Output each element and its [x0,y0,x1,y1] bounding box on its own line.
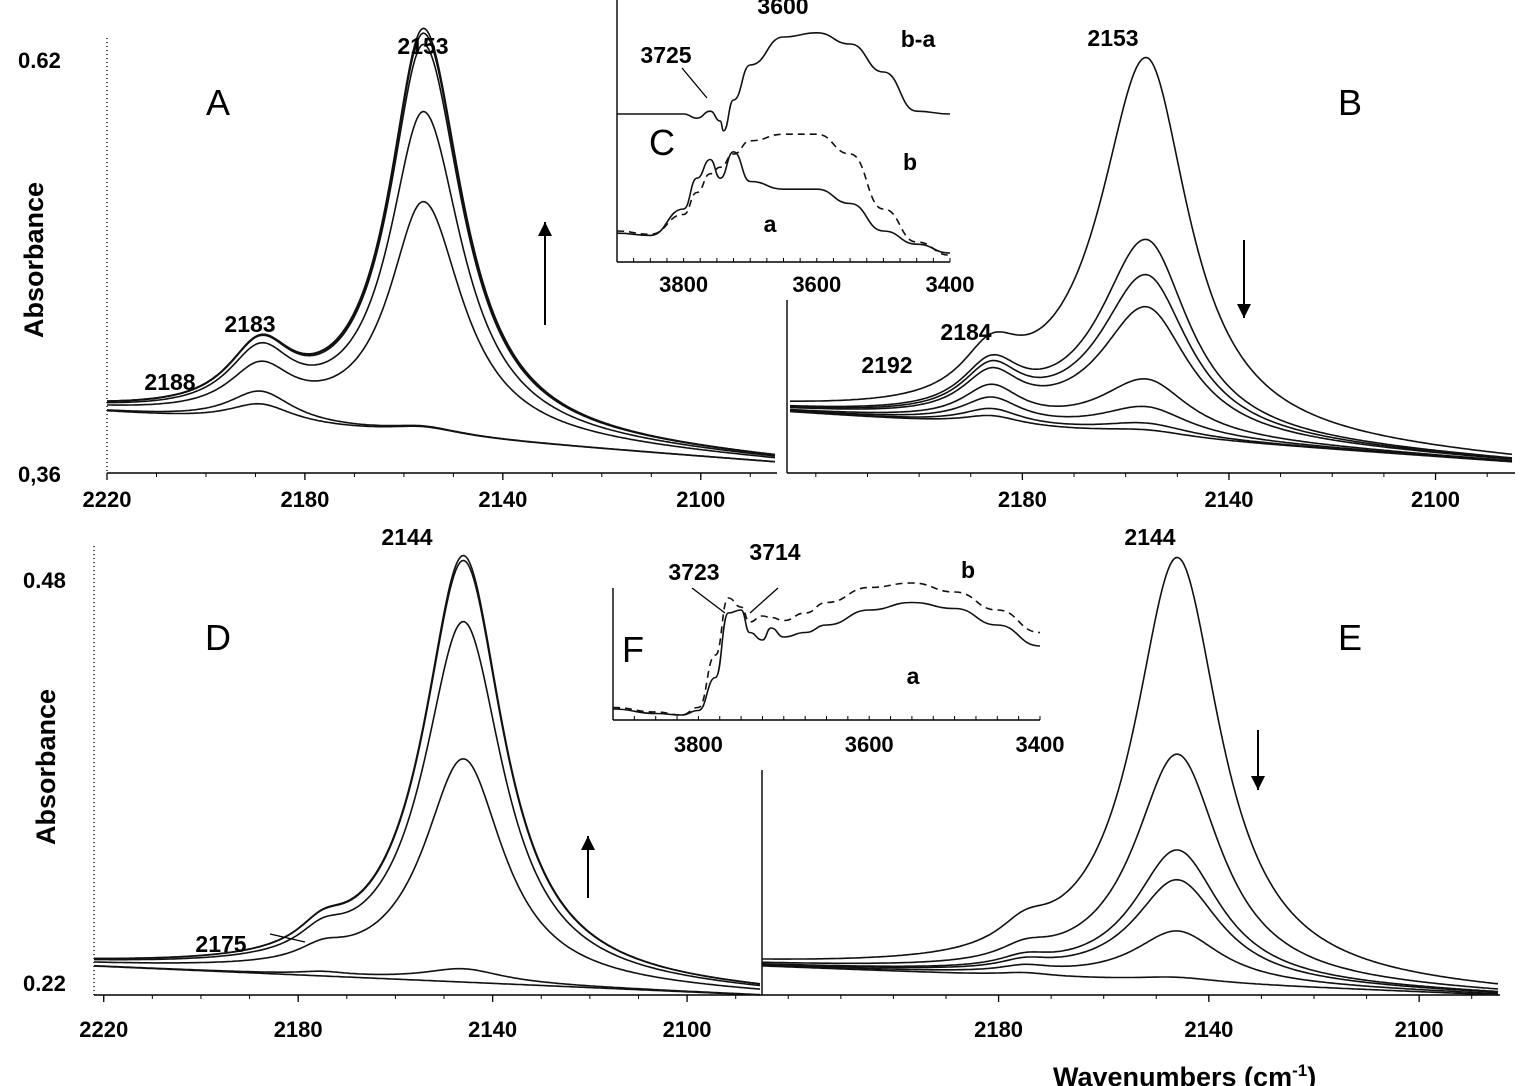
panel-letter-c: C [649,122,675,163]
panel-d: D 2220 2180 2140 2100 0.48 0.22 2144 2175 [23,524,762,1042]
inset-series-label: b [903,149,917,175]
spectrum-curve [761,753,1499,990]
spectrum-curve [94,620,761,987]
peak-label: 2183 [224,311,275,337]
x-axis-label: Wavenumbers (cm-1) [1053,1061,1316,1086]
inset-x-tick-label: 3800 [674,732,723,757]
inset-series-label: b-a [901,26,936,52]
inset-series-a [616,150,951,254]
panel-c-inset: C 3800 3600 3400 b-a b a 3600 3725 [608,0,974,297]
peak-label: 2188 [144,369,195,395]
trend-arrow [1251,730,1265,790]
y-tick-label: 0.48 [23,568,66,593]
inset-x-tick-label: 3800 [659,272,708,297]
spectrum-curve [93,964,761,996]
x-tick-label: 2100 [676,487,725,512]
peak-label: 2175 [195,931,246,957]
spectrum-curve [789,273,1513,460]
inset-peak-label: 3714 [749,539,800,565]
inset-series-b [612,582,1041,716]
annotation-leader [269,933,306,943]
peak-label: 2144 [381,524,432,550]
spectrum-curve [789,305,1513,460]
inset-series-a [612,601,1041,716]
annotation-leader [749,587,779,614]
spectrum-curve [789,396,1513,462]
annotation-leader [681,67,708,99]
y-tick-label: 0,36 [18,462,61,487]
peak-label: 2153 [397,33,448,59]
spectrum-curve [761,965,1499,996]
panel-letter-b: B [1338,82,1362,123]
spectrum-curve [107,200,776,459]
spectrum-curve [107,27,776,456]
x-tick-label: 2100 [1395,1017,1444,1042]
inset-peak-label: 3725 [640,42,691,68]
x-tick-label: 2180 [998,487,1047,512]
inset-peak-label: 3600 [757,0,808,19]
spectrum-curve [106,390,776,463]
spectrum-curve [106,402,776,463]
spectrum-curve [106,110,776,457]
panel-letter-d: D [205,617,231,658]
inset-series-b [616,133,951,256]
inset-x-tick-label: 3400 [926,272,975,297]
inset-series-ba [617,31,951,132]
inset-peak-label: 3723 [668,559,719,585]
peak-label: 2192 [861,352,912,378]
peak-label: 2144 [1124,524,1175,550]
y-tick-label: 0.22 [23,971,66,996]
y-tick-label: 0.62 [18,48,61,73]
panel-letter-e: E [1338,617,1362,658]
spectrum-curve [762,556,1499,985]
y-axis-label-top: Absorbance [19,182,49,338]
inset-x-tick-label: 3600 [845,732,894,757]
panel-f-inset: F 3800 3600 3400 b a 3723 3714 [604,535,1064,760]
spectrum-curve [789,377,1513,462]
inset-series-label: a [907,663,920,689]
x-tick-label: 2140 [1184,1017,1233,1042]
x-tick-label: 2140 [478,487,527,512]
spectrum-curve [790,238,1513,459]
spectrum-curve [761,930,1499,995]
panel-letter-f: F [622,629,644,670]
panel-letter-a: A [206,82,230,123]
inset-x-tick-label: 3600 [792,272,841,297]
x-tick-label: 2220 [83,487,132,512]
inset-x-tick-label: 3400 [1016,732,1065,757]
panel-b: B 2180 2140 2100 2153 2184 2192 [786,25,1515,512]
inset-series-label: b [961,557,975,583]
annotation-leader [691,587,726,614]
inset-series-label: a [764,211,777,237]
peak-label: 2184 [940,319,991,345]
spectrum-curve [94,758,761,990]
x-tick-label: 2180 [280,487,329,512]
x-tick-label: 2220 [79,1017,128,1042]
x-tick-label: 2180 [974,1017,1023,1042]
panel-e: E 2180 2140 2100 2144 [761,524,1500,1042]
spectrum-curve [762,878,1499,994]
trend-arrow [1237,240,1251,318]
spectrum-curve [762,849,1499,993]
x-tick-label: 2180 [274,1017,323,1042]
trend-arrow [538,222,552,325]
trend-arrow [581,836,595,898]
x-tick-label: 2140 [1204,487,1253,512]
panel-a: A 2220 2180 2140 2100 0.62 0,36 2153 2183 2188 [18,27,777,512]
inset-f-background [604,535,1056,760]
x-tick-label: 2100 [663,1017,712,1042]
x-tick-label: 2100 [1411,487,1460,512]
spectrum-curve [790,56,1513,456]
peak-label: 2153 [1087,25,1138,51]
spectrum-curve [94,554,761,985]
x-tick-label: 2140 [468,1017,517,1042]
y-axis-label-bottom: Absorbance [31,689,61,845]
